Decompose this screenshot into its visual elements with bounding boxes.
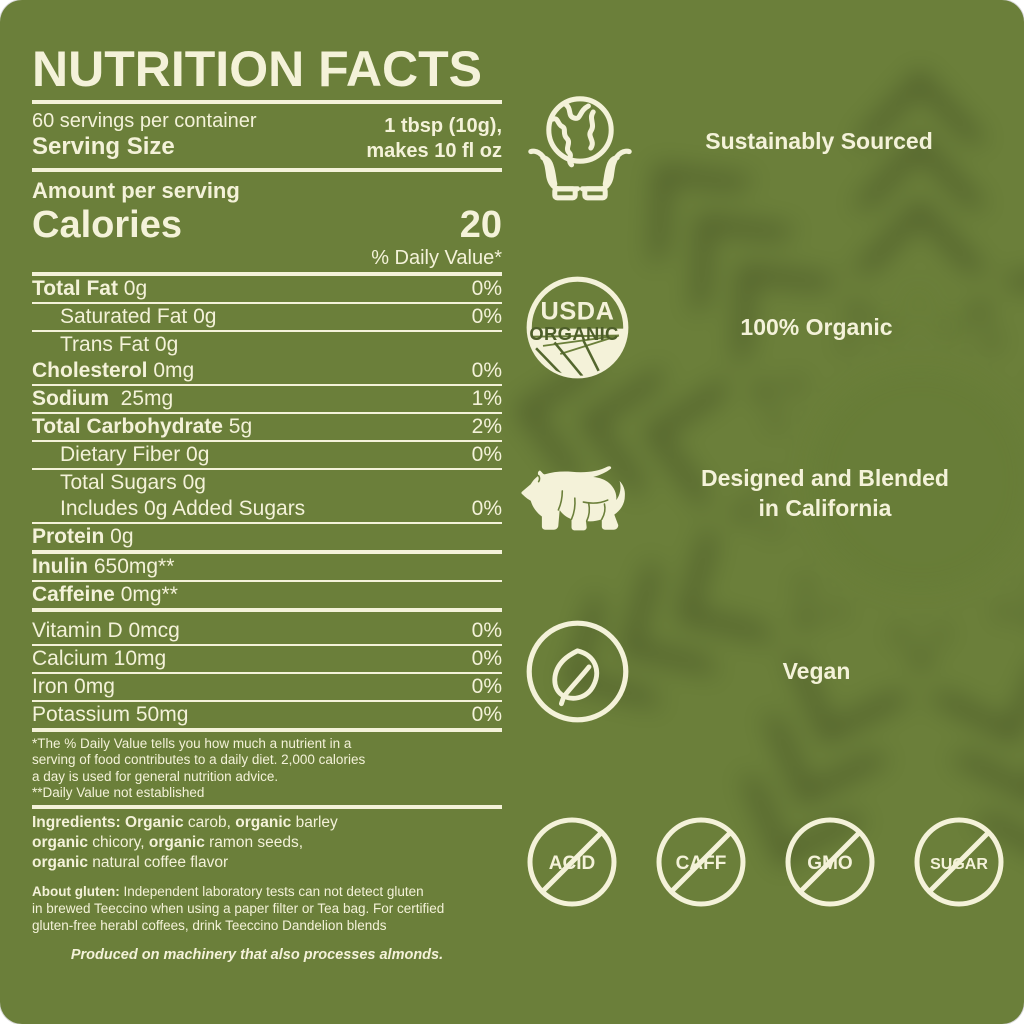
svg-text:CAFF: CAFF [676,853,727,874]
svg-text:USDA: USDA [541,297,615,325]
svg-text:ORGANIC: ORGANIC [529,323,618,344]
svg-text:GMO: GMO [807,853,852,874]
svg-text:ACID: ACID [549,853,595,874]
svg-text:SUGAR: SUGAR [930,856,988,873]
